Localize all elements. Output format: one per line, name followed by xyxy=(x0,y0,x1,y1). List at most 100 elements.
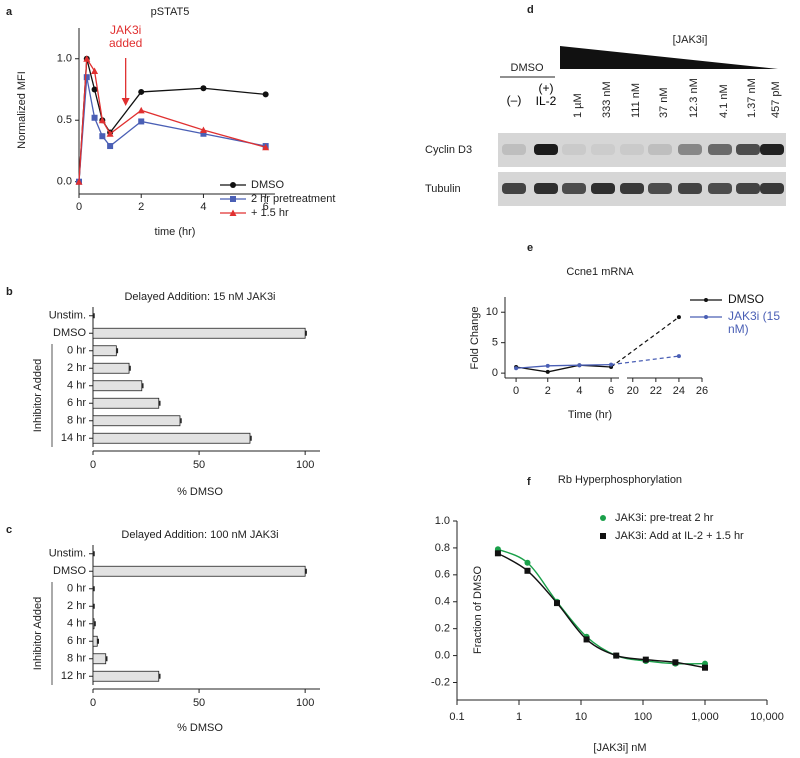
blot-band xyxy=(648,144,672,155)
blot-band xyxy=(534,183,558,194)
bar xyxy=(92,432,251,444)
point xyxy=(672,659,679,666)
point xyxy=(75,178,83,185)
x-tick-label: 50 xyxy=(193,459,205,471)
lane-label: 1 µM xyxy=(572,93,584,118)
y-axis-label: Fold Change xyxy=(469,307,481,370)
legend-label: JAK3i: Add at IL-2 + 1.5 hr xyxy=(615,530,744,542)
point xyxy=(524,567,531,574)
x-axis-label: [JAK3i] nM xyxy=(593,742,646,754)
y-tick-label: 0 xyxy=(492,367,498,379)
y-tick-label: Unstim. xyxy=(49,548,86,560)
point xyxy=(83,74,90,81)
point xyxy=(553,600,560,607)
chart-title: Ccne1 mRNA xyxy=(566,266,634,278)
x-tick-label: 50 xyxy=(193,697,205,709)
point xyxy=(702,664,708,671)
y-tick-label: 8 hr xyxy=(67,653,86,665)
y-tick-label: 12 hr xyxy=(61,670,86,682)
legend-marker xyxy=(704,298,708,302)
group-label: Inhibitor Added xyxy=(32,359,44,432)
point xyxy=(676,354,681,359)
point xyxy=(98,116,106,124)
y-tick-label: 0.5 xyxy=(57,114,72,126)
fit-curve xyxy=(497,548,706,665)
blot-band xyxy=(591,183,615,194)
y-tick-label: 0.4 xyxy=(435,596,450,608)
blot-band xyxy=(502,183,526,194)
y-tick-label: 14 hr xyxy=(61,432,86,444)
blot-band xyxy=(760,183,784,194)
lane-label: 333 nM xyxy=(601,81,613,118)
y-tick-label: Unstim. xyxy=(49,310,86,322)
x-tick-label: 1 xyxy=(516,711,522,723)
bar xyxy=(92,415,181,427)
x-tick-label: 100 xyxy=(634,711,652,723)
x-tick-label: 24 xyxy=(673,385,685,397)
x-tick-label: 2 xyxy=(138,201,144,213)
y-tick-label: 0.6 xyxy=(435,569,450,581)
lane-label: 4.1 nM xyxy=(718,84,730,118)
legend-marker xyxy=(704,315,708,319)
x-tick-label: 2 xyxy=(545,385,551,397)
chart-title: Delayed Addition: 15 nM JAK3i xyxy=(124,291,275,303)
point xyxy=(138,88,145,95)
y-tick-label: DMSO xyxy=(53,327,86,339)
control-label: DMSO xyxy=(511,62,544,74)
point xyxy=(524,559,531,566)
legend-marker xyxy=(600,515,606,521)
x-tick-label: 100 xyxy=(296,697,314,709)
y-tick-label: 10 xyxy=(486,306,498,318)
x-tick-label: 6 xyxy=(608,385,614,397)
x-tick-label: 0 xyxy=(90,697,96,709)
x-tick-label: 10 xyxy=(575,711,587,723)
legend-label: DMSO xyxy=(728,292,764,306)
x-axis-label: Time (hr) xyxy=(568,409,612,421)
blot-band xyxy=(502,144,526,155)
x-tick-label: 20 xyxy=(627,385,639,397)
x-tick-label: 0 xyxy=(76,201,82,213)
x-tick-label: 4 xyxy=(200,201,206,213)
bar xyxy=(92,618,95,630)
point xyxy=(91,114,98,121)
x-tick-label: 1,000 xyxy=(691,711,719,723)
point xyxy=(106,130,114,137)
bar xyxy=(92,565,306,577)
bar xyxy=(92,327,306,339)
point xyxy=(613,652,620,659)
y-tick-label: 0.2 xyxy=(435,623,450,635)
x-tick-label: 10,000 xyxy=(750,711,784,723)
point xyxy=(514,366,519,371)
point xyxy=(199,126,207,134)
y-tick-label: 0 hr xyxy=(67,583,86,595)
y-tick-label: -0.2 xyxy=(431,676,450,688)
break-connector xyxy=(611,355,679,366)
bar xyxy=(92,670,160,682)
panel-label: d xyxy=(527,4,534,16)
blot-band xyxy=(678,183,702,194)
point xyxy=(676,315,681,320)
x-tick-label: 4 xyxy=(576,385,582,397)
point xyxy=(200,85,207,92)
bar xyxy=(92,380,143,392)
x-tick-label: 100 xyxy=(296,459,314,471)
blot-band xyxy=(736,144,760,155)
point xyxy=(577,363,582,368)
legend-label: JAK3i: pre-treat 2 hr xyxy=(615,512,714,524)
chart-title: Delayed Addition: 100 nM JAK3i xyxy=(121,529,278,541)
x-tick-label: 0.1 xyxy=(449,711,464,723)
point xyxy=(138,118,145,125)
bar xyxy=(92,397,160,409)
x-axis-label: time (hr) xyxy=(155,226,196,238)
y-tick-label: 1.0 xyxy=(435,515,450,527)
blot-band xyxy=(760,144,784,155)
y-tick-label: 2 hr xyxy=(67,362,86,374)
concentration-wedge xyxy=(560,46,778,69)
y-tick-label: 4 hr xyxy=(67,380,86,392)
blot-band xyxy=(648,183,672,194)
series-line xyxy=(515,364,612,373)
point xyxy=(494,550,501,557)
y-tick-label: 1.0 xyxy=(57,53,72,65)
point xyxy=(91,86,98,93)
point xyxy=(609,362,614,367)
